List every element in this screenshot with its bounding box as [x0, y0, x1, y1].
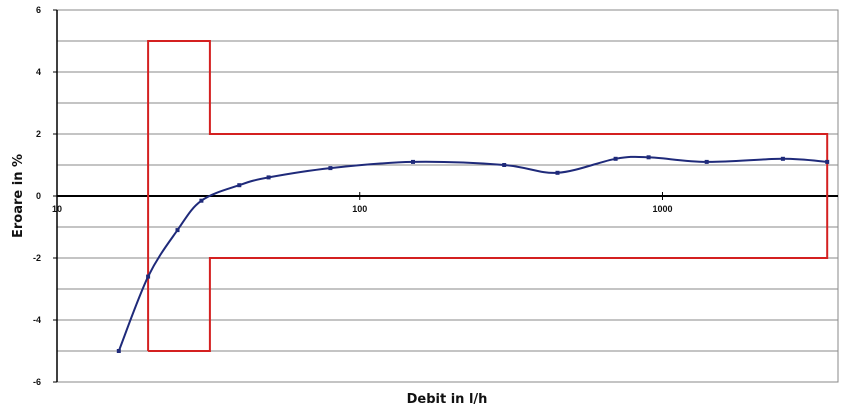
y-tick-label: 2 — [36, 129, 41, 139]
data-point — [555, 170, 560, 175]
y-tick-label: 6 — [36, 5, 41, 15]
limit-envelope — [147, 40, 829, 352]
data-point — [780, 156, 785, 161]
data-point — [116, 349, 121, 353]
y-tick-label: -2 — [33, 253, 41, 263]
x-tick-label: 10 — [52, 204, 62, 214]
data-point — [328, 166, 333, 171]
series-group — [116, 155, 830, 353]
x-tick-label: 100 — [352, 204, 367, 214]
data-point — [199, 198, 204, 203]
y-tick-label: -4 — [33, 315, 41, 325]
data-point — [146, 274, 151, 279]
data-point — [175, 228, 180, 233]
y-tick-label: 0 — [36, 191, 41, 201]
data-point — [613, 156, 618, 161]
y-axis-title: Eroare in % — [11, 154, 26, 238]
x-tick-label: 1000 — [652, 204, 672, 214]
data-point — [237, 183, 242, 188]
data-point — [502, 163, 507, 167]
y-tick-label: 4 — [36, 67, 41, 77]
data-point — [646, 155, 651, 160]
limit-envelope-line — [147, 40, 829, 352]
y-tick-label: -6 — [33, 377, 41, 387]
data-point — [266, 175, 271, 180]
data-point — [411, 159, 415, 164]
data-point — [704, 159, 709, 164]
data-point — [825, 159, 830, 164]
x-axis-title: Debit in l/h — [407, 392, 488, 407]
y-tick-labels: 6 4 2 0 -2 -4 -6 — [33, 5, 57, 387]
